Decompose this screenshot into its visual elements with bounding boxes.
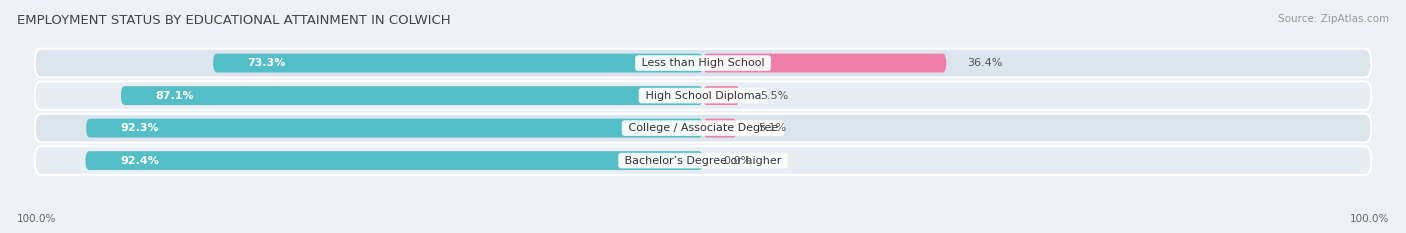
Text: 92.3%: 92.3%: [121, 123, 159, 133]
Text: 87.1%: 87.1%: [156, 91, 194, 101]
Text: 5.5%: 5.5%: [761, 91, 789, 101]
FancyBboxPatch shape: [35, 146, 1371, 175]
Text: Bachelor’s Degree or higher: Bachelor’s Degree or higher: [621, 156, 785, 166]
Text: High School Diploma: High School Diploma: [641, 91, 765, 101]
Text: Less than High School: Less than High School: [638, 58, 768, 68]
FancyBboxPatch shape: [703, 86, 740, 105]
Text: 100.0%: 100.0%: [17, 214, 56, 224]
FancyBboxPatch shape: [86, 151, 703, 170]
Text: 5.1%: 5.1%: [758, 123, 786, 133]
FancyBboxPatch shape: [35, 81, 1371, 110]
Text: 73.3%: 73.3%: [247, 58, 285, 68]
FancyBboxPatch shape: [703, 54, 946, 72]
FancyBboxPatch shape: [35, 114, 1371, 142]
Text: EMPLOYMENT STATUS BY EDUCATIONAL ATTAINMENT IN COLWICH: EMPLOYMENT STATUS BY EDUCATIONAL ATTAINM…: [17, 14, 450, 27]
FancyBboxPatch shape: [86, 119, 703, 137]
Text: 0.0%: 0.0%: [724, 156, 752, 166]
Legend: In Labor Force, Unemployed: In Labor Force, Unemployed: [602, 230, 804, 233]
Text: College / Associate Degree: College / Associate Degree: [624, 123, 782, 133]
FancyBboxPatch shape: [35, 49, 1371, 77]
FancyBboxPatch shape: [703, 119, 737, 137]
Text: 92.4%: 92.4%: [120, 156, 159, 166]
FancyBboxPatch shape: [214, 54, 703, 72]
Text: 36.4%: 36.4%: [967, 58, 1002, 68]
Text: 100.0%: 100.0%: [1350, 214, 1389, 224]
FancyBboxPatch shape: [121, 86, 703, 105]
Text: Source: ZipAtlas.com: Source: ZipAtlas.com: [1278, 14, 1389, 24]
